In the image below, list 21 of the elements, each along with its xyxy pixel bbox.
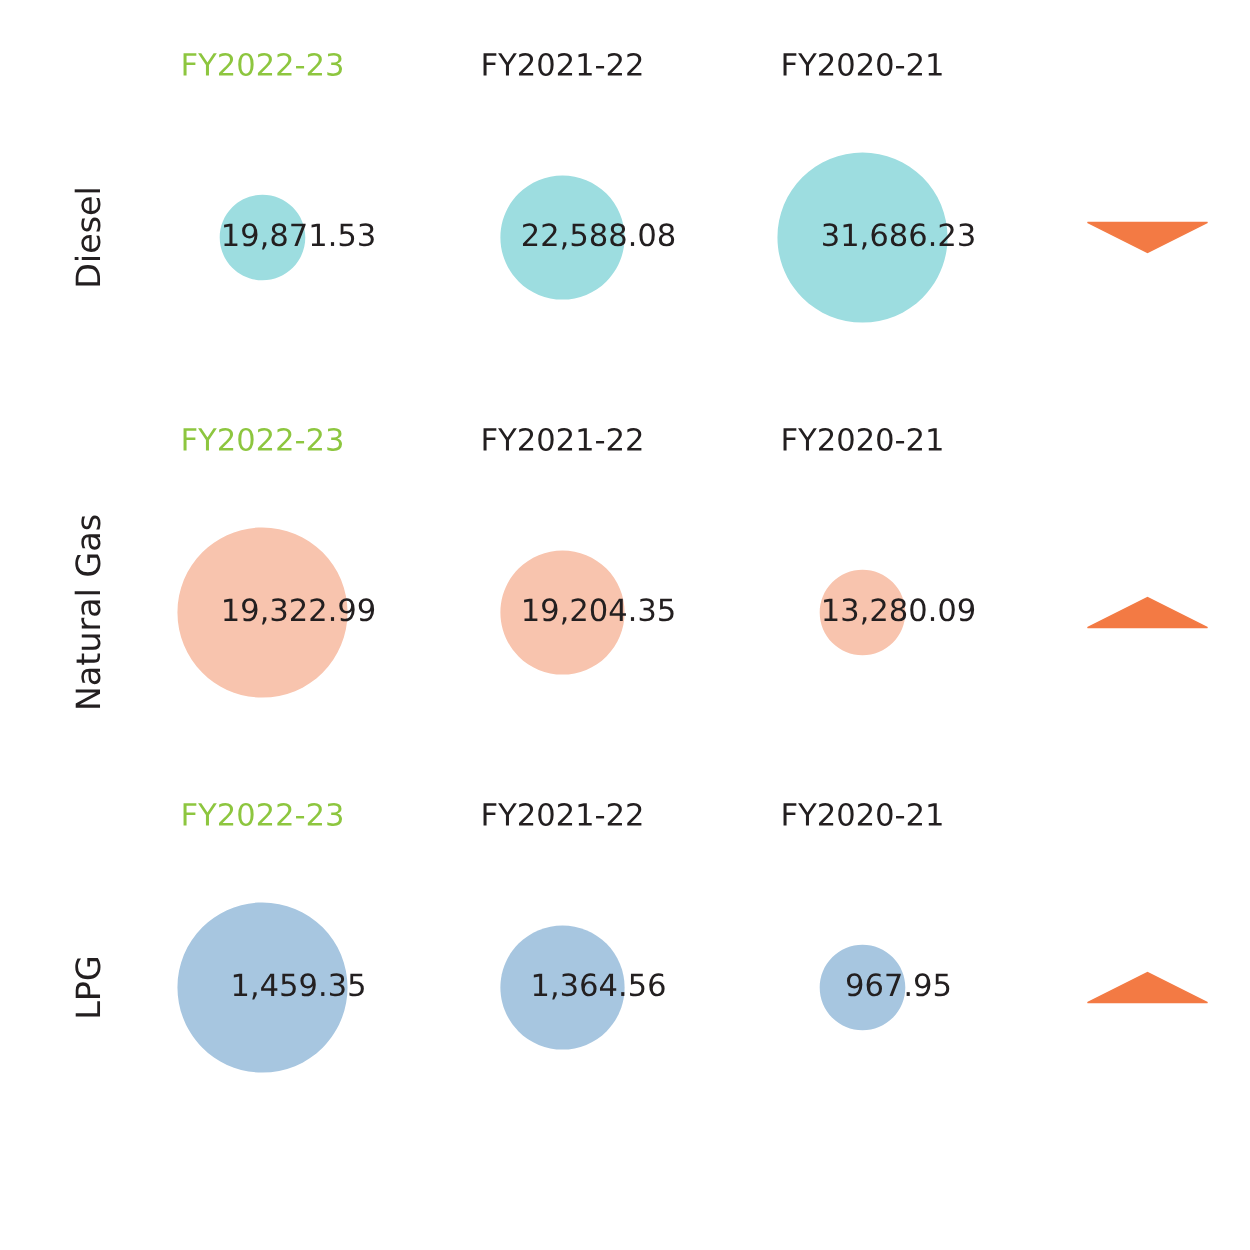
category-label: FY2020-21 xyxy=(783,52,942,77)
category-label: FY2022-23 xyxy=(183,427,343,452)
category-label: FY2020-21 xyxy=(783,427,942,452)
data-label: 1,459.35 xyxy=(233,973,364,1000)
category-label: FY2021-22 xyxy=(483,52,642,77)
text: Natural Gas xyxy=(74,515,101,708)
text: LPG xyxy=(75,957,101,1017)
data-label: 1,364.56 xyxy=(533,973,665,1000)
category-label: FY2021-22 xyxy=(483,427,642,452)
data-label: 19,204.35 xyxy=(524,598,674,625)
text: Diesel xyxy=(74,189,101,286)
data-label: 967.95 xyxy=(846,973,950,997)
data-label: 22,588.08 xyxy=(522,223,675,250)
data-label: 31,686.23 xyxy=(823,223,974,250)
data-label: 19,322.99 xyxy=(224,598,375,625)
category-label: FY2021-22 xyxy=(483,802,642,827)
data-label: 13,280.09 xyxy=(824,598,975,625)
category-label: FY2020-21 xyxy=(783,802,942,827)
category-label: FY2022-23 xyxy=(183,52,343,77)
category-label: FY2022-23 xyxy=(183,802,343,827)
data-label: 19,871.53 xyxy=(224,223,374,250)
